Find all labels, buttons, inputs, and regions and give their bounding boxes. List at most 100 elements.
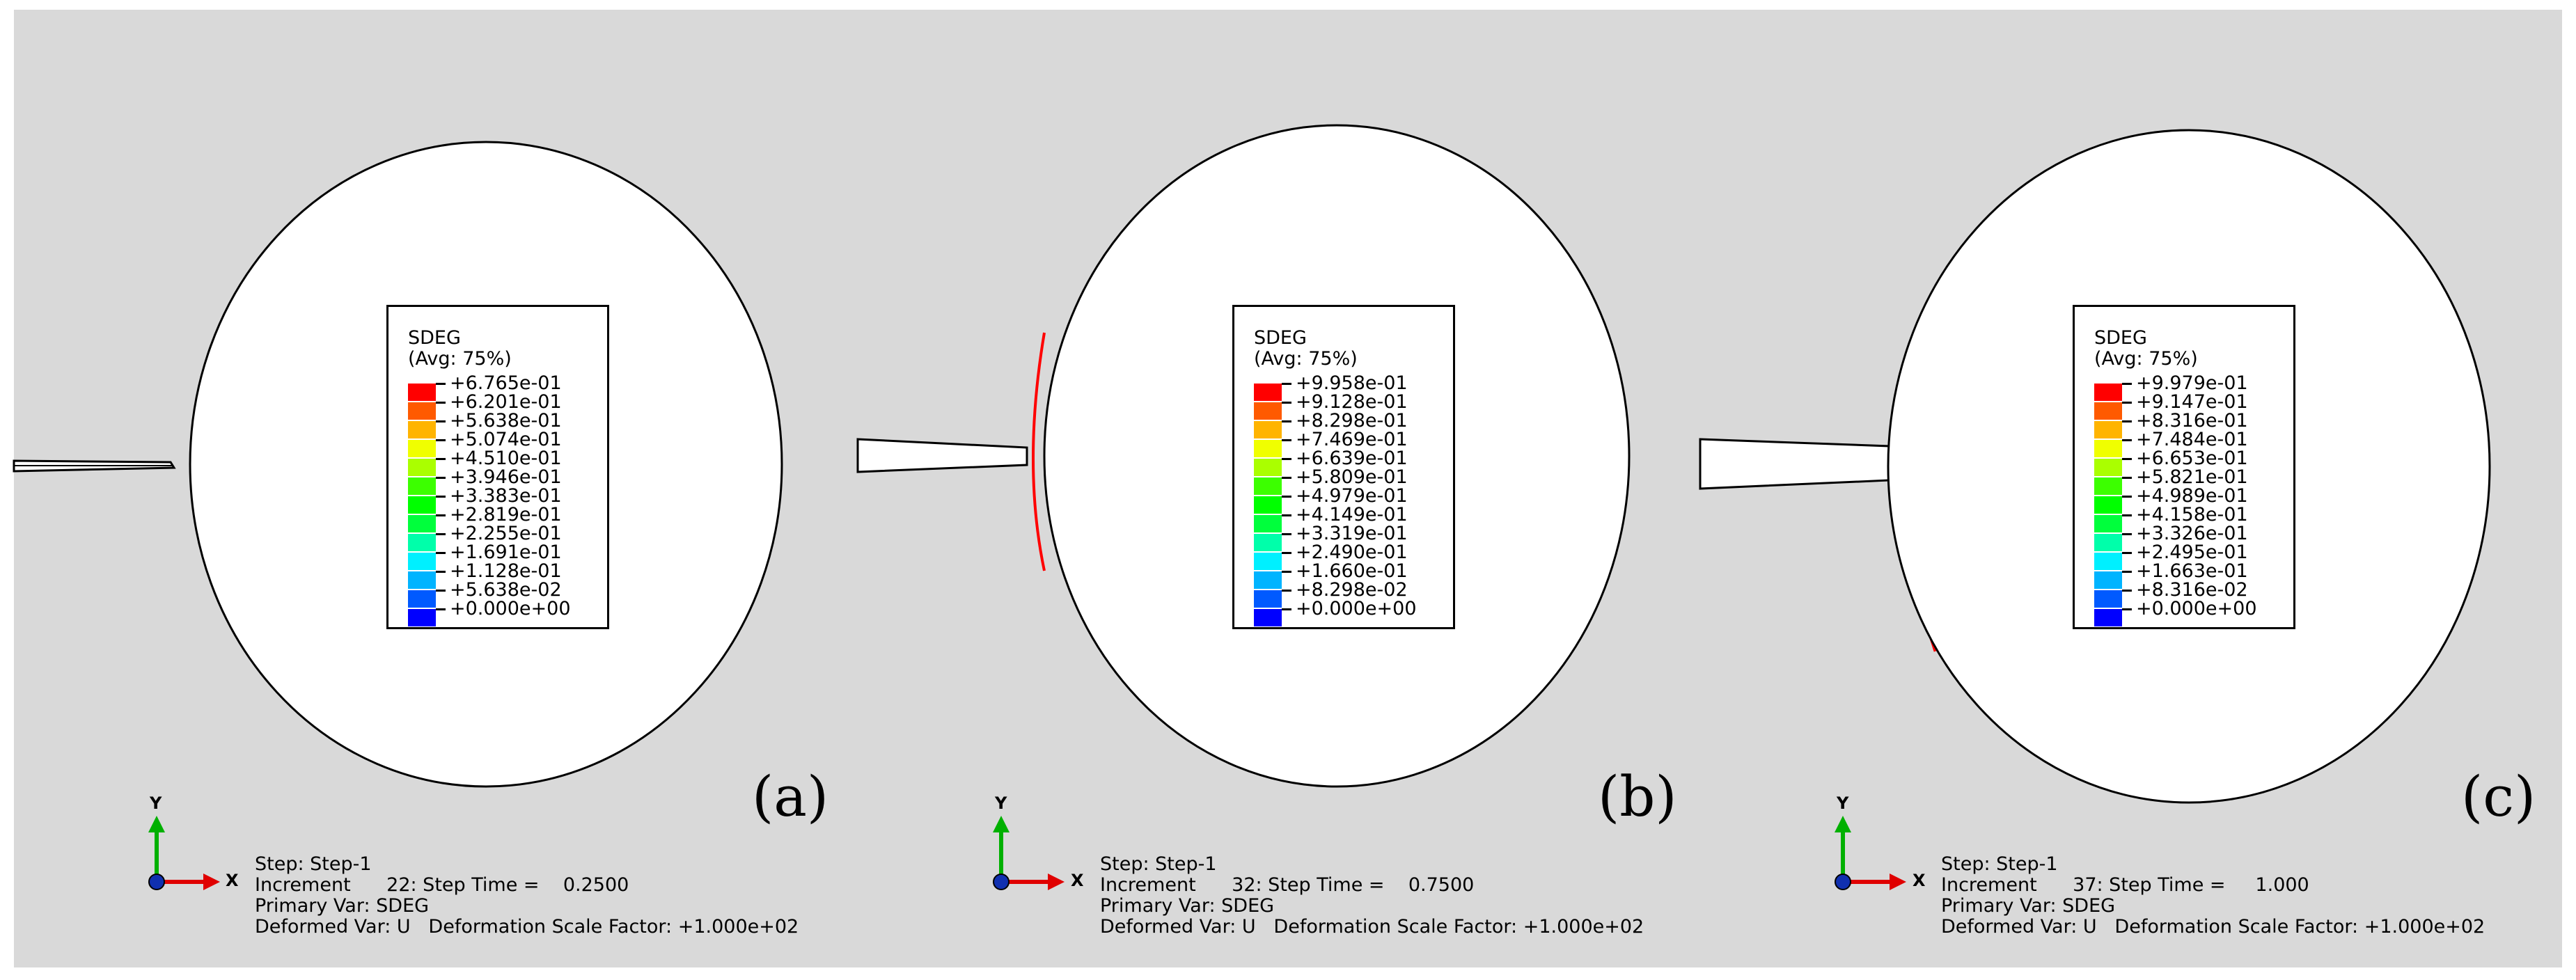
legend-tick bbox=[2122, 496, 2132, 498]
legend-value: +9.147e-01 bbox=[2136, 391, 2248, 413]
triad-a bbox=[148, 816, 220, 890]
legend-tick bbox=[436, 496, 446, 498]
crack-c bbox=[1699, 438, 1891, 490]
legend-tick bbox=[1282, 496, 1291, 498]
legend-value: +0.000e+00 bbox=[1296, 598, 1417, 619]
legend-value: +4.510e-01 bbox=[450, 448, 562, 469]
legend-tick bbox=[436, 533, 446, 535]
legend-swatch bbox=[408, 590, 436, 608]
legend-swatch bbox=[1254, 402, 1282, 420]
legend-value: +8.298e-02 bbox=[1296, 579, 1408, 601]
legend-swatch bbox=[408, 384, 436, 401]
legend-swatch bbox=[2094, 459, 2122, 476]
legend-value: +4.989e-01 bbox=[2136, 485, 2248, 507]
legend-tick bbox=[1282, 590, 1291, 592]
legend-swatch bbox=[408, 477, 436, 495]
legend-tick bbox=[1282, 514, 1291, 516]
legend-value: +5.638e-01 bbox=[450, 410, 562, 432]
legend-tick bbox=[2122, 439, 2132, 441]
legend-swatch bbox=[1254, 421, 1282, 438]
info-a-deformed: Deformed Var: U Deformation Scale Factor… bbox=[255, 916, 799, 938]
legend-swatch bbox=[408, 571, 436, 589]
legend-value: +6.653e-01 bbox=[2136, 448, 2248, 469]
legend-swatch bbox=[408, 459, 436, 476]
legend-value: +1.663e-01 bbox=[2136, 560, 2248, 582]
legend-tick bbox=[1282, 533, 1291, 535]
legend-a: SDEG (Avg: 75%) +6.765e-01 +6.201e-01 +5.6… bbox=[386, 305, 609, 629]
info-b-increment: Increment 32: Step Time = 0.7500 bbox=[1100, 874, 1475, 896]
info-b-primary: Primary Var: SDEG bbox=[1100, 895, 1275, 917]
legend-swatch bbox=[1254, 553, 1282, 570]
triad-b-y-label: Y bbox=[995, 793, 1007, 813]
triad-c bbox=[1835, 816, 1906, 890]
legend-value: +6.765e-01 bbox=[450, 372, 562, 394]
legend-tick bbox=[2122, 477, 2132, 479]
legend-swatch bbox=[408, 609, 436, 626]
legend-tick bbox=[436, 571, 446, 573]
legend-swatch bbox=[1254, 496, 1282, 514]
legend-value: +2.819e-01 bbox=[450, 504, 562, 525]
legend-tick bbox=[2122, 590, 2132, 592]
legend-value: +5.821e-01 bbox=[2136, 466, 2248, 488]
legend-value: +1.691e-01 bbox=[450, 542, 562, 563]
legend-tick bbox=[2122, 383, 2132, 385]
crack-b bbox=[856, 438, 1028, 473]
legend-tick bbox=[436, 514, 446, 516]
legend-swatch bbox=[2094, 384, 2122, 401]
legend-swatch bbox=[408, 496, 436, 514]
legend-swatch bbox=[2094, 402, 2122, 420]
legend-value: +6.639e-01 bbox=[1296, 448, 1408, 469]
legend-tick bbox=[2122, 420, 2132, 422]
legend-tick bbox=[1282, 477, 1291, 479]
legend-value: +9.979e-01 bbox=[2136, 372, 2248, 394]
legend-value: +1.660e-01 bbox=[1296, 560, 1408, 582]
legend-swatch bbox=[2094, 571, 2122, 589]
legend-tick bbox=[436, 439, 446, 441]
legend-swatch bbox=[408, 534, 436, 551]
legend-value: +5.074e-01 bbox=[450, 429, 562, 450]
legend-value: +3.319e-01 bbox=[1296, 523, 1408, 544]
legend-swatch bbox=[2094, 421, 2122, 438]
info-c-increment: Increment 37: Step Time = 1.000 bbox=[1941, 874, 2309, 896]
legend-tick bbox=[436, 552, 446, 554]
legend-swatch bbox=[1254, 477, 1282, 495]
legend-tick bbox=[436, 608, 446, 610]
legend-swatch bbox=[1254, 571, 1282, 589]
legend-b-avg: (Avg: 75%) bbox=[1254, 348, 1358, 370]
info-a-increment: Increment 22: Step Time = 0.2500 bbox=[255, 874, 629, 896]
info-c-deformed: Deformed Var: U Deformation Scale Factor… bbox=[1941, 916, 2485, 938]
legend-b-var: SDEG bbox=[1254, 327, 1307, 349]
legend-swatch bbox=[2094, 477, 2122, 495]
legend-swatch bbox=[2094, 609, 2122, 626]
legend-tick bbox=[1282, 402, 1291, 404]
legend-value: +4.158e-01 bbox=[2136, 504, 2248, 525]
legend-value: +5.638e-02 bbox=[450, 579, 562, 601]
legend-swatch bbox=[408, 421, 436, 438]
legend-swatch bbox=[2094, 553, 2122, 570]
legend-swatch bbox=[2094, 440, 2122, 457]
legend-value: +3.946e-01 bbox=[450, 466, 562, 488]
legend-c: SDEG (Avg: 75%) +9.979e-01 +9.147e-01 +8.3… bbox=[2073, 305, 2295, 629]
legend-tick bbox=[2122, 608, 2132, 610]
legend-swatch bbox=[408, 402, 436, 420]
legend-tick bbox=[436, 477, 446, 479]
legend-value: +4.149e-01 bbox=[1296, 504, 1408, 525]
legend-tick bbox=[436, 420, 446, 422]
legend-swatch bbox=[1254, 515, 1282, 532]
legend-tick bbox=[1282, 439, 1291, 441]
legend-tick bbox=[2122, 533, 2132, 535]
legend-swatch bbox=[1254, 459, 1282, 476]
legend-tick bbox=[436, 590, 446, 592]
legend-value: +0.000e+00 bbox=[2136, 598, 2257, 619]
legend-c-var: SDEG bbox=[2094, 327, 2147, 349]
legend-tick bbox=[1282, 552, 1291, 554]
legend-swatch bbox=[2094, 496, 2122, 514]
info-c-step: Step: Step-1 bbox=[1941, 853, 2058, 875]
triad-c-y-label: Y bbox=[1837, 793, 1849, 813]
info-a-step: Step: Step-1 bbox=[255, 853, 372, 875]
legend-value: +8.298e-01 bbox=[1296, 410, 1408, 432]
legend-swatch bbox=[1254, 534, 1282, 551]
legend-swatch bbox=[1254, 384, 1282, 401]
legend-swatch bbox=[2094, 534, 2122, 551]
info-a-primary: Primary Var: SDEG bbox=[255, 895, 430, 917]
